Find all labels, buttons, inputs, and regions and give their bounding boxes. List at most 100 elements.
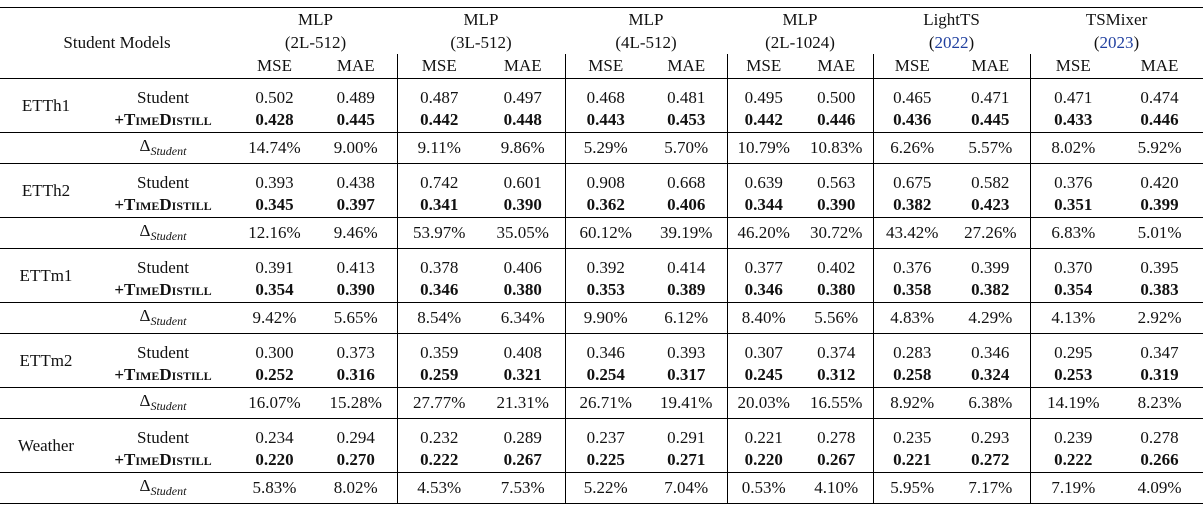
student-value: 0.495: [726, 78, 801, 108]
distill-value: 0.354: [255, 280, 294, 299]
model-config-text: ): [968, 32, 975, 52]
row-label: Student: [137, 428, 189, 447]
student-row: ETTh1 Student 0.502 0.489 0.487 0.497 0.468 0.4…: [0, 78, 1203, 115]
delta-row: ΔStudent 5.83% 8.02% 4.53% 7.53% 5.22% 7.04% 0.…: [0, 472, 1203, 504]
student-value: 0.675: [872, 163, 952, 193]
distill-value: 0.382: [872, 193, 952, 218]
student-value: 0.373: [336, 343, 375, 362]
student-row: ETTh2 Student 0.393 0.438 0.742 0.601 0.908 0.6…: [0, 163, 1203, 200]
distill-value: 0.397: [336, 195, 375, 214]
delta-value: 6.26%: [872, 132, 952, 164]
distill-value: 0.245: [726, 363, 801, 388]
delta-subscript: Student: [150, 228, 187, 243]
student-value: 0.471: [971, 88, 1010, 107]
metric-label: MSE: [872, 54, 952, 79]
header-row: MSE MAE MSE MAE MSE MAE MSE MAE MSE MAE MSE MAE: [0, 54, 1203, 79]
student-value: 0.278: [1140, 428, 1179, 447]
distill-value: 0.382: [971, 280, 1010, 299]
blank-cell: [0, 132, 92, 164]
delta-value: 0.53%: [726, 472, 801, 504]
delta-value: 4.53%: [396, 472, 482, 504]
model-config-text: ): [1133, 32, 1140, 52]
student-value: 0.347: [1140, 343, 1179, 362]
distill-value: 0.354: [1029, 278, 1117, 303]
page: Student Models MLP MLP MLP MLP LightTS TSMixer…: [0, 7, 1203, 522]
student-value: 0.582: [971, 173, 1010, 192]
delta-value: 5.01%: [1116, 217, 1203, 249]
delta-value: 12.16%: [234, 217, 316, 249]
distill-value: 0.319: [1140, 365, 1179, 384]
delta-value: 46.20%: [726, 217, 801, 249]
delta-value: 60.12%: [564, 217, 647, 249]
student-value: 0.601: [503, 173, 542, 192]
student-value: 0.237: [564, 418, 647, 448]
distill-value: 0.267: [503, 450, 542, 469]
delta-value: 5.70%: [646, 132, 728, 164]
student-value: 0.359: [396, 333, 482, 363]
delta-value: 9.42%: [234, 302, 316, 334]
distill-value: 0.445: [971, 110, 1010, 129]
student-value: 0.408: [503, 343, 542, 362]
metric-label: MSE: [396, 54, 482, 79]
row-label: Student: [137, 173, 189, 192]
delta-value: 7.04%: [646, 472, 728, 504]
distill-value: 0.341: [396, 193, 482, 218]
delta-value: 6.38%: [951, 387, 1031, 419]
delta-value: 4.10%: [800, 472, 874, 504]
distill-value: 0.324: [971, 365, 1010, 384]
student-row: ETTm1 Student 0.391 0.413 0.378 0.406 0.392 0.4…: [0, 248, 1203, 285]
model-config-text: (2L-1024): [765, 32, 835, 52]
distill-value: 0.344: [726, 193, 801, 218]
distill-value: 0.259: [396, 363, 482, 388]
delta-symbol: Δ: [139, 475, 151, 495]
delta-value: 10.79%: [726, 132, 801, 164]
student-row: ETTm2 Student 0.300 0.373 0.359 0.408 0.346 0.3…: [0, 333, 1203, 370]
delta-value: 14.19%: [1029, 387, 1117, 419]
delta-value: 39.19%: [646, 217, 728, 249]
delta-symbol: Δ: [139, 135, 151, 155]
model-config: (2L-512): [234, 31, 397, 54]
model-year: 2023: [1099, 32, 1134, 52]
blank-cell: [0, 472, 92, 504]
model-config: (2L-1024): [727, 31, 873, 54]
delta-value: 9.90%: [564, 302, 647, 334]
row-label: +TimeDistill: [114, 280, 212, 299]
distill-value: 0.390: [817, 195, 856, 214]
metric-label: MSE: [257, 56, 292, 75]
student-value: 0.406: [503, 258, 542, 277]
metric-label: MAE: [971, 56, 1010, 75]
student-value: 0.393: [667, 343, 706, 362]
distill-value: 0.345: [255, 195, 294, 214]
distill-value: 0.266: [1140, 450, 1179, 469]
delta-subscript: Student: [150, 143, 187, 158]
distill-value: 0.423: [971, 195, 1010, 214]
distill-value: 0.428: [255, 110, 294, 129]
delta-value: 19.41%: [646, 387, 728, 419]
distill-value: 0.445: [336, 110, 375, 129]
distill-value: 0.220: [726, 448, 801, 473]
student-value: 0.374: [817, 343, 856, 362]
delta-value: 8.54%: [396, 302, 482, 334]
student-value: 0.234: [255, 428, 294, 447]
model-name: MLP: [463, 9, 499, 29]
student-value: 0.232: [396, 418, 482, 448]
delta-row: ΔStudent 16.07% 15.28% 27.77% 21.31% 26.71% 19…: [0, 387, 1203, 419]
distill-value: 0.443: [564, 108, 647, 133]
row-label: ΔStudent: [92, 217, 235, 249]
distill-value: 0.436: [872, 108, 952, 133]
delta-value: 5.56%: [800, 302, 874, 334]
student-value: 0.474: [1140, 88, 1179, 107]
delta-value: 14.74%: [234, 132, 316, 164]
student-value: 0.395: [1140, 258, 1179, 277]
distill-value: 0.254: [564, 363, 647, 388]
student-value: 0.221: [726, 418, 801, 448]
delta-value: 9.00%: [315, 132, 398, 164]
distill-value: 0.446: [817, 110, 856, 129]
distill-value: 0.390: [336, 280, 375, 299]
distill-value: 0.220: [255, 450, 294, 469]
model-name: LightTS: [923, 9, 980, 29]
delta-value: 43.42%: [872, 217, 952, 249]
delta-value: 8.40%: [726, 302, 801, 334]
row-label: Student: [137, 88, 189, 107]
distill-value: 0.433: [1029, 108, 1117, 133]
